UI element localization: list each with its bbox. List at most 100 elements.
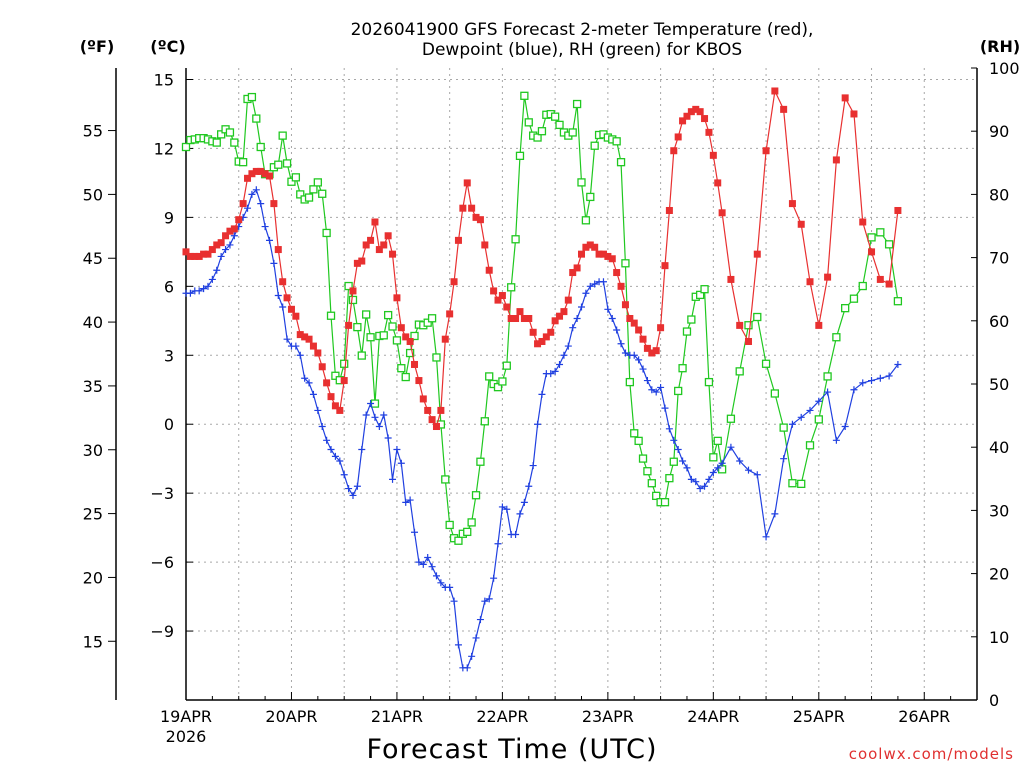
rh-point (238, 158, 248, 167)
dewpoint-point (485, 595, 493, 603)
dewpoint-point (534, 420, 542, 428)
rh-point (520, 91, 529, 100)
temperature-point (336, 406, 344, 414)
dewpoint-point (195, 287, 203, 295)
temperature-point (815, 321, 823, 329)
celsius-tick-label: 0 (164, 415, 174, 434)
rh-point (761, 359, 771, 368)
rh-point (278, 131, 287, 140)
dewpoint-point (674, 445, 682, 453)
temperature-point (393, 294, 401, 302)
dewpoint-point (217, 252, 225, 260)
rh-tick-label: 10 (989, 628, 1009, 647)
dewpoint-point (230, 232, 238, 240)
axes: 15129630−3−6−955504540353025201501020304… (83, 59, 1020, 746)
dewpoint-point (736, 457, 744, 465)
dewpoint-point (503, 505, 511, 513)
temperature-point (331, 402, 339, 410)
dewpoint-point (331, 452, 339, 460)
dewpoint-point (894, 360, 902, 368)
temperature-point (274, 246, 282, 254)
dewpoint-point (868, 377, 876, 385)
rh-point (405, 348, 415, 358)
temperature-point (217, 239, 225, 247)
dewpoint-point (876, 374, 884, 382)
temperature-point (595, 250, 603, 258)
temperature-point (200, 250, 208, 258)
temperature-point (287, 305, 295, 313)
temperature-point (441, 335, 449, 343)
rh-point (230, 138, 239, 147)
credit-link[interactable]: coolwx.com/models (849, 745, 1014, 763)
temperature-point (182, 248, 190, 256)
temperature-point (832, 156, 840, 164)
dewpoint-point (380, 411, 388, 419)
dewpoint-point (432, 572, 440, 580)
rh-point (322, 228, 331, 238)
temperature-point (261, 170, 269, 178)
rh-point (832, 333, 841, 342)
rh-point (353, 322, 362, 332)
temperature-point (450, 278, 458, 286)
fahrenheit-axis-unit: (ºF) (80, 37, 115, 56)
temperature-point (454, 236, 462, 244)
temperature-point (569, 269, 577, 277)
chart-title-line1: 2026041900 GFS Forecast 2-meter Temperat… (351, 20, 814, 40)
dewpoint-point (494, 540, 502, 548)
temperature-point (516, 308, 524, 316)
temperature-point (195, 252, 203, 260)
temperature-point (226, 227, 234, 235)
temperature-point (323, 379, 331, 387)
temperature-point (415, 377, 423, 385)
rh-point (313, 178, 322, 187)
rh-point (770, 389, 780, 398)
rh-point (744, 321, 753, 330)
rh-point (357, 351, 366, 360)
rh-point (788, 479, 797, 488)
rh-point (638, 454, 648, 463)
temperature-point (885, 280, 893, 288)
rh-axis-unit: (RH) (980, 37, 1020, 56)
temperature-point (301, 333, 309, 341)
temperature-point (683, 112, 691, 120)
temperature-point (679, 117, 687, 125)
rh-point (340, 359, 349, 368)
dewpoint-point (261, 223, 269, 231)
rh-point (700, 285, 709, 294)
temperature-point (235, 216, 243, 224)
temperature-point (714, 179, 722, 187)
dewpoint-point (714, 464, 722, 472)
rh-point (454, 536, 463, 545)
rh-tick-label: 100 (989, 59, 1020, 78)
temperature-point (591, 243, 599, 251)
rh-point (858, 281, 867, 291)
temperature-point (239, 200, 247, 208)
rh-point (441, 475, 450, 484)
dewpoint-point (744, 466, 752, 474)
rh-point (841, 304, 850, 313)
rh-point (524, 118, 533, 127)
temperature-point (718, 209, 726, 217)
series-line (185, 88, 899, 428)
rh-point (590, 141, 599, 150)
x-tick-label: 22APR (476, 707, 528, 726)
dewpoint-point (832, 436, 840, 444)
dewpoint-point (696, 485, 704, 493)
dewpoint-point (274, 292, 282, 300)
dewpoint-point (648, 386, 656, 394)
rh-tick-label: 20 (989, 565, 1009, 584)
dewpoint-point (454, 641, 462, 649)
dewpoint-point (270, 259, 278, 267)
rh-point (256, 142, 265, 152)
rh-point (247, 92, 257, 102)
rh-point (397, 364, 406, 373)
celsius-tick-label: 3 (164, 346, 174, 365)
dewpoint-point (569, 324, 577, 332)
temperature-point (841, 94, 849, 102)
dewpoint-point (608, 315, 616, 323)
temperature-point (806, 278, 814, 286)
dewpoint-point (411, 528, 419, 536)
fahrenheit-tick-label: 15 (83, 632, 103, 651)
temperature-point (665, 206, 673, 214)
rh-point (511, 235, 520, 244)
